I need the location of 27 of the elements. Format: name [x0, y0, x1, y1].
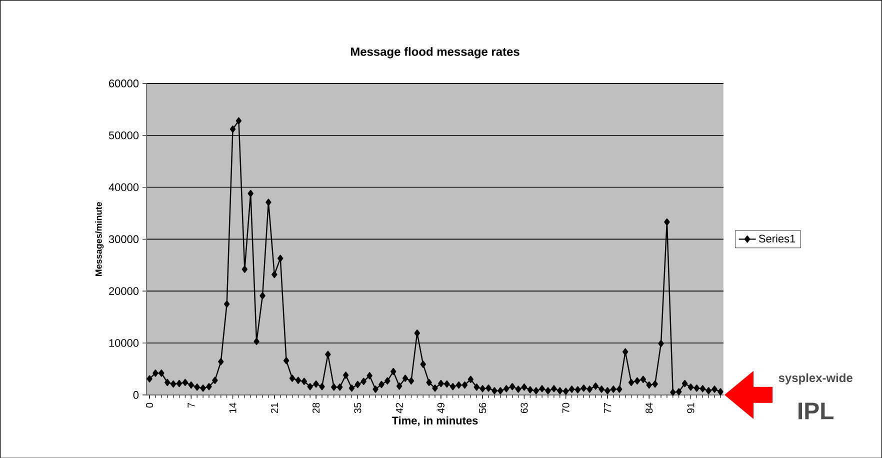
x-tick-label: 42 [396, 402, 403, 414]
x-tick-label: 84 [646, 402, 653, 413]
y-tick-label: 20000 [109, 287, 139, 295]
x-tick-label: 63 [520, 402, 528, 413]
x-tick-label: 35 [354, 402, 362, 414]
x-tick-label: 70 [562, 402, 570, 413]
y-tick-label: 30000 [108, 235, 139, 243]
x-tick-label: 7 [188, 402, 195, 408]
y-tick-label: 50000 [108, 131, 139, 140]
x-tick-label: 21 [270, 402, 278, 413]
text: sysplex-wide [778, 373, 852, 384]
x-tick-label: 56 [479, 402, 486, 413]
y-tick-label: 60000 [109, 79, 139, 88]
y-axis-title: Messages/minute [95, 202, 104, 276]
x-tick-label: 0 [146, 402, 154, 408]
y-tick-label: 40000 [108, 183, 139, 191]
y-tick-label: 0 [133, 390, 139, 399]
x-tick-label: 28 [312, 402, 320, 413]
y-tick-label: 10000 [109, 338, 139, 347]
x-axis-title: Time, in minutes [392, 416, 478, 426]
x-tick-label: 14 [229, 402, 236, 413]
chart-title: Message flood message rates [350, 46, 520, 58]
legend-label: Series1 [758, 234, 796, 242]
text: IPL [798, 402, 834, 420]
x-tick-label: 49 [437, 402, 444, 414]
x-tick-label: 91 [687, 402, 694, 413]
x-tick-label: 77 [604, 402, 611, 413]
